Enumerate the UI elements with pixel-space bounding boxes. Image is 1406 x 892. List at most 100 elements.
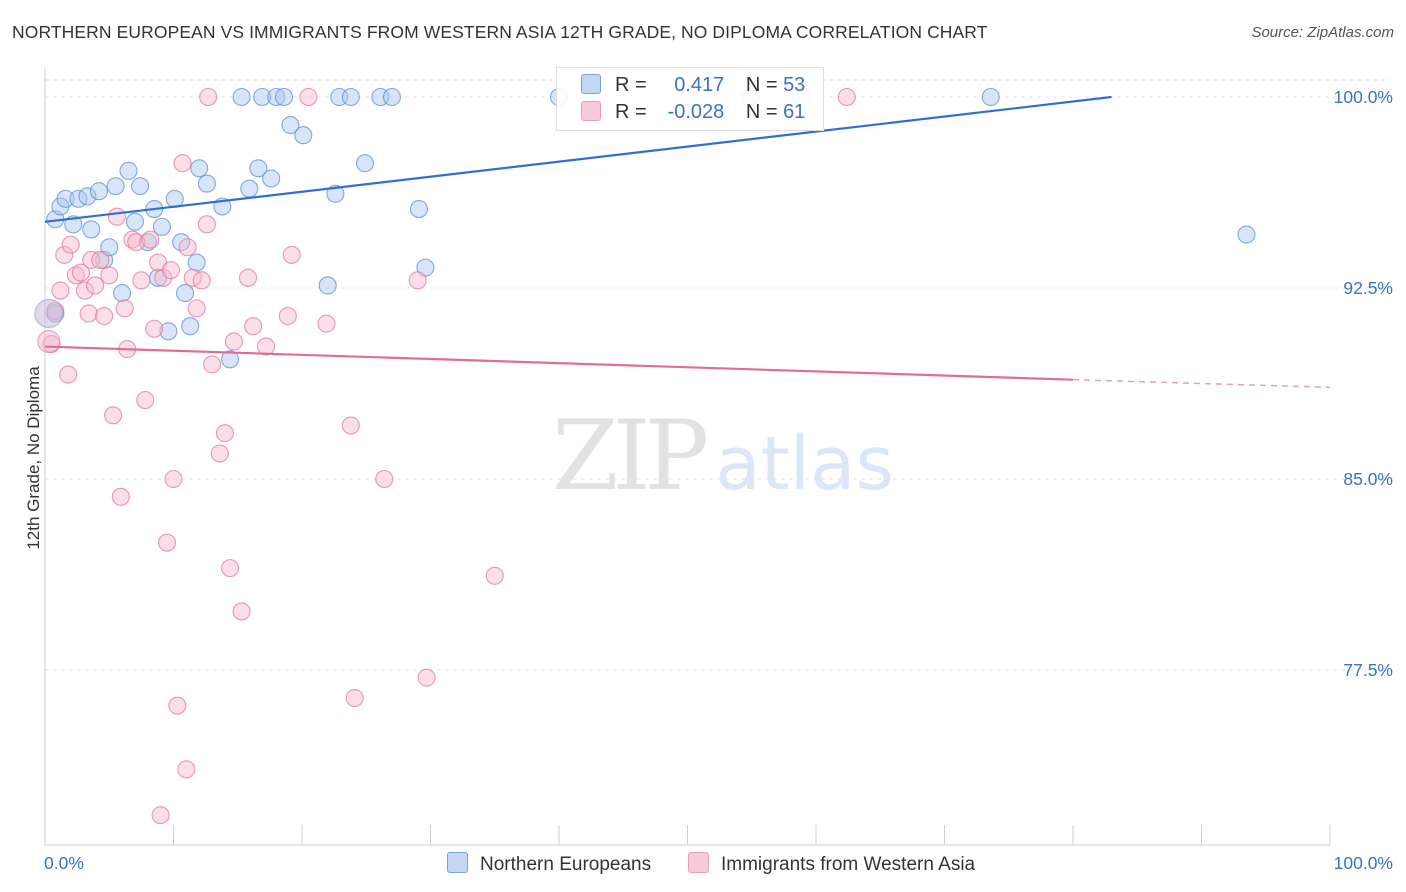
- point-northern-europeans: [131, 177, 150, 196]
- point-northern-europeans: [981, 87, 1000, 107]
- point-western-asia: [232, 602, 251, 621]
- point-western-asia: [375, 469, 394, 489]
- legend-n-label: N =: [745, 74, 778, 96]
- point-western-asia: [199, 87, 218, 107]
- point-western-asia: [95, 306, 114, 326]
- point-western-asia: [107, 207, 127, 226]
- point-western-asia: [79, 304, 98, 323]
- legend-label: Northern Europeans: [480, 854, 652, 875]
- point-cluster: [34, 298, 64, 328]
- point-northern-europeans: [240, 179, 259, 198]
- point-western-asia: [75, 281, 94, 300]
- legend-label: Immigrants from Western Asia: [721, 854, 976, 875]
- point-western-asia: [66, 266, 85, 285]
- watermark-zip: ZIP: [552, 400, 709, 512]
- point-northern-europeans: [78, 187, 97, 206]
- point-western-asia: [127, 233, 146, 252]
- point-western-asia: [197, 215, 216, 234]
- trend-line-western-asia: [44, 345, 1074, 381]
- point-western-asia: [141, 230, 160, 249]
- point-cluster: [37, 329, 61, 353]
- y-tick-label: 77.5%: [1343, 660, 1393, 680]
- point-western-asia: [168, 696, 187, 715]
- point-northern-europeans: [409, 200, 428, 219]
- x-tick-label: 0.0%: [44, 853, 84, 873]
- legend-n-value: 61: [783, 101, 806, 123]
- trend-lines: [44, 95, 1331, 389]
- point-western-asia: [299, 87, 318, 107]
- point-northern-europeans: [82, 220, 101, 239]
- point-northern-europeans: [159, 322, 178, 341]
- point-western-asia: [187, 299, 206, 318]
- point-western-asia: [55, 245, 74, 264]
- point-western-asia: [154, 268, 173, 287]
- point-western-asia: [91, 250, 110, 270]
- point-western-asia: [210, 444, 229, 463]
- point-western-asia: [256, 337, 276, 356]
- legend-r-label: R =: [615, 101, 647, 123]
- point-western-asia: [158, 533, 177, 552]
- point-western-asia: [86, 276, 105, 295]
- point-western-asia: [51, 281, 70, 300]
- point-northern-europeans: [197, 174, 216, 193]
- point-western-asia: [837, 87, 856, 107]
- point-northern-europeans: [100, 238, 119, 257]
- point-northern-europeans: [281, 115, 300, 135]
- watermark: ZIP atlas: [552, 400, 894, 512]
- point-western-asia: [145, 319, 164, 338]
- y-tick-label: 85.0%: [1343, 469, 1393, 489]
- legend-r-value: 0.417: [674, 74, 725, 96]
- point-western-asia: [71, 263, 91, 282]
- point-western-asia: [215, 424, 234, 443]
- point-western-asia: [192, 271, 211, 290]
- point-western-asia: [132, 271, 151, 290]
- point-northern-europeans: [1237, 225, 1256, 244]
- point-western-asia: [238, 268, 258, 287]
- point-western-asia: [173, 154, 192, 173]
- grid-lines: [45, 79, 1390, 671]
- point-western-asia: [220, 559, 240, 578]
- point-western-asia: [61, 235, 80, 254]
- point-northern-europeans: [56, 189, 75, 208]
- point-northern-europeans: [355, 154, 375, 173]
- point-western-asia: [317, 314, 336, 333]
- legend-item-western-asia: Immigrants from Western Asia: [688, 852, 975, 876]
- point-western-asia: [341, 416, 360, 435]
- point-western-asia: [485, 566, 504, 585]
- y-axis-label: 12th Grade, No Diploma: [24, 366, 43, 550]
- source-label: Source: ZipAtlas.com: [1251, 24, 1394, 41]
- chart-title: NORTHERN EUROPEAN VS IMMIGRANTS FROM WES…: [12, 22, 988, 42]
- point-northern-europeans: [326, 184, 345, 203]
- point-northern-europeans: [152, 217, 171, 236]
- point-northern-europeans: [181, 317, 200, 336]
- point-western-asia: [151, 806, 170, 825]
- legend-swatch-pink: [581, 101, 601, 121]
- legend-swatch-blue: [581, 74, 601, 94]
- legend-item-northern-europeans: Northern Europeans: [447, 852, 651, 876]
- point-northern-europeans: [220, 350, 240, 369]
- point-northern-europeans: [176, 284, 195, 303]
- stats-legend: R = 0.417 N = 53 R = -0.028 N = 61: [556, 67, 824, 131]
- point-northern-europeans: [106, 177, 125, 196]
- point-northern-europeans: [382, 87, 402, 107]
- point-northern-europeans: [341, 87, 360, 107]
- point-western-asia: [177, 760, 196, 779]
- watermark-atlas: atlas: [715, 421, 895, 507]
- y-tick-label: 100.0%: [1334, 87, 1393, 107]
- point-northern-europeans: [113, 284, 132, 303]
- legend-n-value: 53: [783, 74, 806, 96]
- legend-swatch-pink: [688, 852, 709, 873]
- point-northern-europeans: [249, 159, 268, 178]
- point-northern-europeans: [262, 169, 281, 188]
- legend-row-northern-europeans: R = 0.417 N = 53: [581, 74, 805, 100]
- point-northern-europeans: [294, 126, 313, 145]
- point-northern-europeans: [232, 87, 251, 107]
- trend-line-northern-europeans: [44, 95, 1112, 223]
- point-western-asia: [100, 266, 119, 285]
- data-points: [34, 87, 1256, 825]
- point-western-asia: [278, 306, 297, 326]
- point-western-asia: [104, 406, 123, 425]
- point-western-asia: [178, 238, 197, 257]
- point-western-asia: [59, 365, 78, 384]
